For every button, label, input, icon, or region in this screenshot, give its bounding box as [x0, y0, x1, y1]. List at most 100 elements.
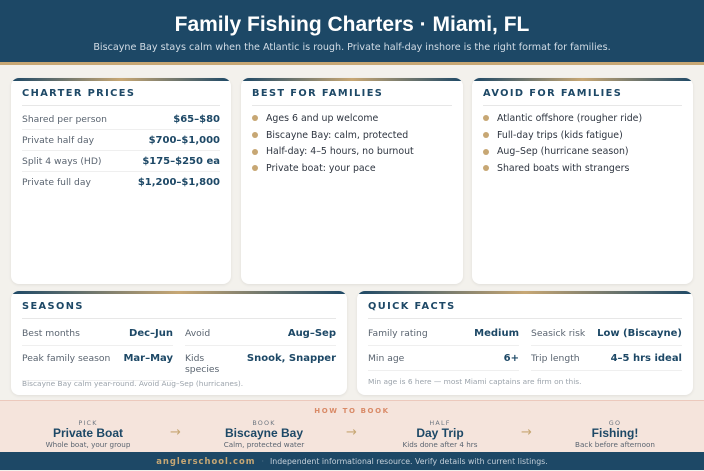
step-desc: Kids done after 4 hrs [402, 440, 478, 449]
fact-label: Trip length [531, 353, 580, 364]
price-row: Private full day $1,200–$1,800 [22, 172, 220, 193]
fact-cell: Avoid Aug–Sep [185, 321, 336, 346]
card-title: SEASONS [22, 301, 336, 319]
bullet-icon [252, 132, 258, 139]
fact-value: 6+ [503, 353, 519, 364]
best-list: Ages 6 and up welcome Biscayne Bay: calm… [252, 110, 452, 177]
fact-cell: Peak family season Mar–May [22, 346, 173, 381]
fact-value: Medium [474, 328, 519, 339]
list-item-text: Private boat: your pace [266, 162, 376, 174]
fact-cell: Seasick risk Low (Biscayne) [531, 321, 682, 346]
list-item-text: Half-day: 4–5 hours, no burnout [266, 146, 414, 158]
price-list: Shared per person $65–$80 Private half da… [22, 109, 220, 193]
fact-value: Mar–May [123, 353, 173, 364]
seasons-note: Biscayne Bay calm year-round. Avoid Aug–… [22, 379, 244, 388]
step-label: GO [608, 419, 622, 427]
arrow-right-icon: → [170, 425, 181, 440]
fact-value: Snook, Snapper [246, 353, 336, 364]
page-title: Family Fishing Charters · Miami, FL [174, 13, 530, 36]
list-item: Full-day trips (kids fatigue) [483, 127, 682, 144]
footer-text: Independent informational resource. Veri… [269, 457, 548, 466]
how-to-book-title: HOW TO BOOK [314, 407, 390, 415]
arrow-right-icon: → [521, 425, 532, 440]
fact-cell: Kids species Snook, Snapper [185, 346, 336, 381]
card-title: BEST FOR FAMILIES [252, 88, 452, 106]
card-title: AVOID FOR FAMILIES [483, 88, 682, 106]
fact-label: Kids species [185, 353, 220, 375]
bullet-icon [252, 148, 258, 155]
bullet-icon [483, 165, 489, 172]
step-pick: PICK Private Boat Whole boat, your group [13, 419, 163, 449]
step-desc: Back before afternoon [575, 440, 655, 449]
fact-label: Seasick risk [531, 328, 586, 339]
bullet-icon [483, 132, 489, 139]
price-row: Private half day $700–$1,000 [22, 130, 220, 151]
price-row: Split 4 ways (HD) $175–$250 ea [22, 151, 220, 172]
list-item-text: Biscayne Bay: calm, protected [266, 129, 409, 141]
price-label: Shared per person [22, 113, 107, 125]
brand-link[interactable]: anglerschool.com [156, 456, 256, 466]
step-desc: Calm, protected water [223, 440, 305, 449]
step-label: PICK [78, 419, 98, 427]
best-for-families-card: BEST FOR FAMILIES Ages 6 and up welcome … [241, 78, 463, 284]
charter-prices-card: CHARTER PRICES Shared per person $65–$80 … [11, 78, 231, 284]
list-item: Shared boats with strangers [483, 160, 682, 177]
list-item-text: Shared boats with strangers [497, 162, 630, 174]
step-main: Private Boat [52, 426, 124, 440]
step-main: Fishing! [591, 426, 639, 440]
bullet-icon [483, 115, 489, 122]
fact-value: Low (Biscayne) [597, 328, 682, 339]
quick-facts-card: QUICK FACTS Family rating Medium Seasick … [357, 291, 693, 395]
price-value: $1,200–$1,800 [137, 177, 220, 188]
step-book: BOOK Biscayne Bay Calm, protected water [189, 419, 339, 449]
price-label: Private full day [22, 177, 91, 188]
step-label: HALF [429, 419, 451, 427]
separator: · [261, 457, 264, 466]
price-label: Private half day [22, 134, 95, 146]
fact-cell: Family rating Medium [368, 321, 519, 346]
price-row: Shared per person $65–$80 [22, 109, 220, 130]
bullet-icon [252, 165, 258, 172]
fact-value: Aug–Sep [287, 328, 336, 339]
list-item-text: Full-day trips (kids fatigue) [497, 129, 623, 141]
step-go: GO Fishing! Back before afternoon [540, 419, 690, 449]
how-to-book-band: HOW TO BOOK PICK Private Boat Whole boat… [0, 400, 704, 452]
seasons-grid: Best months Dec–Jun Avoid Aug–Sep Peak fam… [22, 321, 336, 381]
step-label: BOOK [252, 419, 276, 427]
avoid-list: Atlantic offshore (rougher ride) Full-da… [483, 110, 682, 177]
fact-label: Best months [22, 328, 80, 339]
fact-label: Min age [368, 353, 405, 364]
seasons-card: SEASONS Best months Dec–Jun Avoid Aug–Sep … [11, 291, 347, 395]
fact-cell: Min age 6+ [368, 346, 519, 371]
card-title: CHARTER PRICES [22, 88, 220, 106]
fact-cell: Trip length 4–5 hrs ideal [531, 346, 682, 371]
list-item: Biscayne Bay: calm, protected [252, 127, 452, 144]
fact-label: Family rating [368, 328, 428, 339]
bullet-icon [483, 148, 489, 155]
fact-cell: Best months Dec–Jun [22, 321, 173, 346]
facts-grid: Family rating Medium Seasick risk Low (Bis… [368, 321, 682, 371]
step-main: Day Trip [416, 426, 464, 440]
fact-label: Peak family season [22, 353, 111, 364]
card-title: QUICK FACTS [368, 301, 682, 319]
page-subtitle: Biscayne Bay stays calm when the Atlanti… [93, 42, 611, 53]
fact-value: Dec–Jun [129, 328, 173, 339]
list-item: Atlantic offshore (rougher ride) [483, 110, 682, 127]
step-desc: Whole boat, your group [45, 440, 131, 449]
page-footer: anglerschool.com · Independent information… [0, 452, 704, 470]
step-half: HALF Day Trip Kids done after 4 hrs [365, 419, 515, 449]
list-item: Private boat: your pace [252, 160, 452, 177]
arrow-right-icon: → [346, 425, 357, 440]
avoid-for-families-card: AVOID FOR FAMILIES Atlantic offshore (ro… [472, 78, 693, 284]
price-value: $700–$1,000 [148, 134, 220, 146]
facts-note: Min age is 6 here — most Miami captains … [368, 377, 582, 386]
price-value: $65–$80 [173, 113, 220, 125]
price-value: $175–$250 ea [142, 155, 220, 167]
price-label: Split 4 ways (HD) [22, 155, 102, 167]
list-item-text: Atlantic offshore (rougher ride) [497, 112, 643, 124]
step-main: Biscayne Bay [224, 426, 304, 440]
list-item-text: Ages 6 and up welcome [266, 112, 379, 124]
fact-value: 4–5 hrs ideal [610, 353, 682, 364]
list-item: Ages 6 and up welcome [252, 110, 452, 127]
list-item-text: Aug–Sep (hurricane season) [497, 146, 629, 158]
